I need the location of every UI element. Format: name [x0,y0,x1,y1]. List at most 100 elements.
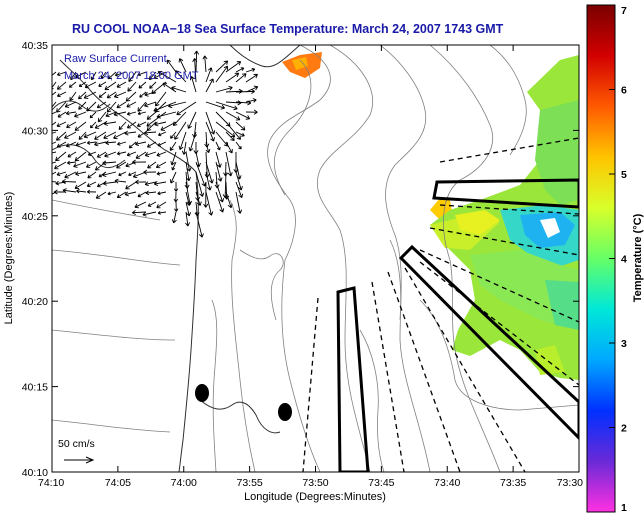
current-vector [128,171,137,177]
current-vector [170,151,177,166]
current-vector [104,151,117,158]
current-vector [144,151,157,157]
current-vector [116,81,127,88]
current-vector [52,181,57,183]
current-vector [56,171,67,177]
current-vector [69,91,77,101]
current-vector [126,111,137,116]
y-tick-label: 40:25 [22,211,48,223]
current-vector [62,188,77,194]
current-vector [103,131,117,140]
colorbar-ticks: 7 6 5 4 3 2 1 [609,4,627,514]
current-vector [67,151,77,158]
current-vector [96,151,107,158]
current-vector [78,91,87,100]
current-vector [55,151,67,162]
current-vector [215,161,223,182]
current-vector [78,131,87,140]
current-vector [156,151,167,157]
current-vector [149,81,157,89]
y-tick-label: 40:10 [22,467,48,479]
current-vector [78,81,87,88]
current-vector [176,101,197,116]
current-vector [188,131,197,152]
current-overlay-time: March 24, 2007 18:00 GMT [64,70,199,82]
current-vector [117,141,127,146]
current-vector [106,91,117,99]
current-vector [65,141,77,148]
current-vector [171,211,177,224]
current-vector [137,111,147,116]
current-vector [205,141,211,154]
current-vector [154,121,167,127]
sampling-box-channel [336,286,370,472]
current-vector [225,131,235,142]
current-vector [116,191,127,198]
land-mass [52,45,300,472]
current-vector [55,131,67,141]
current-vector [68,81,77,88]
current-vector [225,191,233,209]
colorbar-tick-label: 7 [621,5,627,17]
current-vector [156,171,167,176]
y-tick-label: 40:30 [22,125,48,137]
current-vector [189,76,197,93]
current-vector [139,91,147,98]
current-vector [64,101,77,108]
current-vector [205,161,214,184]
current-vector [144,91,157,97]
y-tick-label: 40:35 [22,40,48,52]
current-vector [74,121,87,131]
current-vector [73,161,87,168]
current-vector [84,81,97,89]
current-vector [57,111,67,118]
current-vector [235,111,251,120]
current-vector [52,121,57,126]
current-vector [87,151,97,156]
current-vector [83,91,97,99]
current-vector [144,181,157,187]
x-tick-label: 73:35 [500,477,526,489]
current-vector [185,211,191,227]
current-vector [65,110,77,116]
current-vector [70,71,77,81]
current-vector [125,91,137,102]
current-vector [192,58,198,83]
current-vector [215,181,225,203]
current-vector [114,71,127,77]
current-vector [235,67,245,73]
current-vector [142,211,157,217]
current-vector [124,191,137,197]
current-vector [235,121,246,131]
current-vector [86,181,97,188]
colorbar-tick-label: 4 [621,254,627,266]
current-vector [156,201,167,209]
current-vector [157,191,167,196]
current-vector [166,59,177,73]
current-vectors [52,50,259,238]
current-vector [116,151,127,156]
current-vector [174,201,179,212]
current-vector [102,171,117,178]
current-vector [125,181,137,190]
colorbar-label: Temperature (°C) [632,213,644,302]
current-vector [94,141,107,147]
current-vector [86,101,97,112]
current-vector [52,81,57,90]
current-vector [205,78,214,93]
current-vector [215,121,236,138]
current-vector [56,121,67,128]
current-vector [52,131,57,134]
current-vector [235,181,244,199]
current-vector [245,73,258,83]
current-vector [195,191,202,206]
current-vector [157,131,167,137]
current-vector [225,151,233,177]
current-vector [74,111,87,118]
scale-arrow-head [85,456,95,464]
current-vector [175,70,187,83]
sampling-box-north [432,178,579,209]
current-vector [102,160,117,166]
current-vector [170,131,177,139]
current-vector [157,211,167,215]
